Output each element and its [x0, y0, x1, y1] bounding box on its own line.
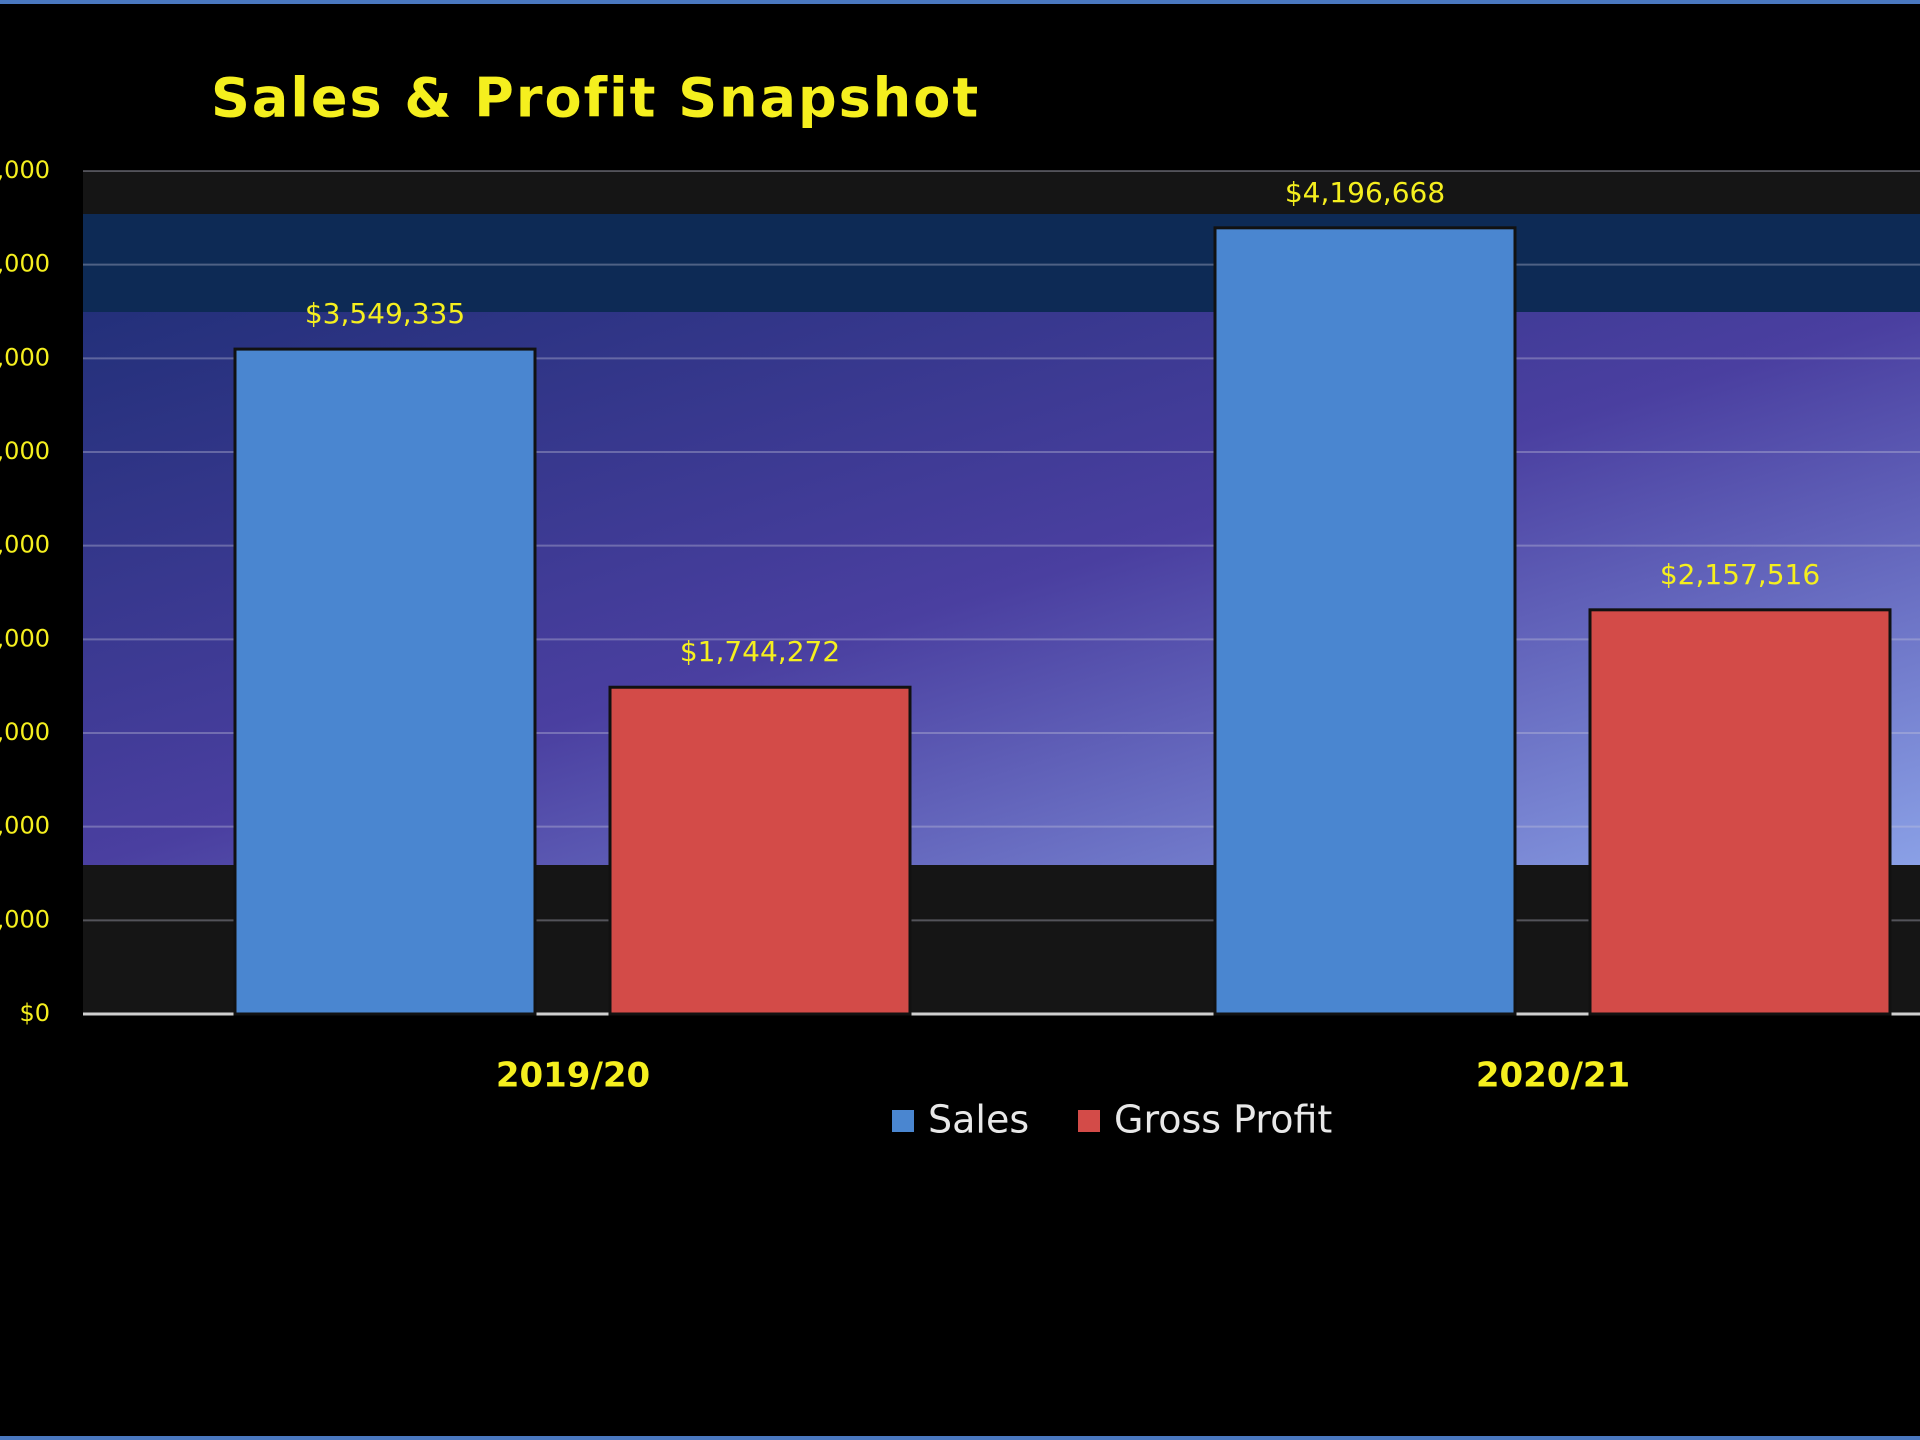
y-tick-label: $2,000,000 — [0, 624, 50, 652]
y-tick-label: $2,500,000 — [0, 531, 50, 559]
legend-swatch — [1078, 1110, 1100, 1132]
chart-title: Sales & Profit Snapshot — [211, 67, 980, 130]
plot-band — [83, 214, 1920, 314]
data-label: $1,744,272 — [680, 635, 840, 668]
y-tick-label: $3,500,000 — [0, 343, 50, 371]
y-tick-label: $4,000,000 — [0, 250, 50, 278]
bar — [1213, 226, 1517, 1016]
y-tick-label: $3,000,000 — [0, 437, 50, 465]
bar — [608, 685, 912, 1016]
y-tick-label: $4,500,000 — [0, 156, 50, 184]
legend-label: Gross Profit — [1114, 1098, 1332, 1142]
legend-swatch — [892, 1110, 914, 1132]
data-label: $3,549,335 — [305, 297, 465, 330]
y-tick-label: $1,000,000 — [0, 812, 50, 840]
legend-label: Sales — [928, 1098, 1029, 1142]
x-tick-label: 2020/21 — [1476, 1056, 1630, 1096]
x-tick-label: 2019/20 — [496, 1056, 650, 1096]
top-border — [0, 0, 1920, 4]
bottom-border — [0, 1436, 1920, 1440]
data-label: $4,196,668 — [1285, 176, 1445, 209]
y-tick-label: $1,500,000 — [0, 718, 50, 746]
y-tick-label: $0 — [19, 999, 50, 1027]
bar — [233, 347, 537, 1016]
y-tick-label: $500,000 — [0, 905, 50, 933]
bar — [1588, 608, 1892, 1016]
data-label: $2,157,516 — [1660, 558, 1820, 591]
